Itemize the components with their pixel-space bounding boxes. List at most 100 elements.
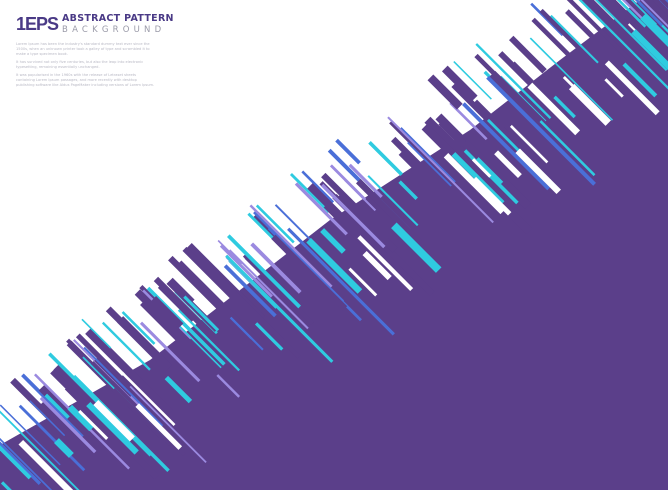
stripe	[78, 409, 109, 440]
stripe	[93, 399, 135, 442]
stripe	[64, 384, 160, 480]
stripe	[436, 125, 464, 153]
stripe	[451, 152, 505, 206]
stripe	[39, 396, 97, 454]
stripe	[151, 295, 184, 329]
stripe	[594, 0, 668, 72]
header-logo: 1EPS ABSTRACT PATTERN BACKGROUND	[16, 13, 174, 36]
stripe	[44, 393, 70, 419]
stripe	[0, 410, 80, 490]
stripe	[515, 148, 561, 195]
stripe	[0, 441, 42, 485]
stripe	[223, 264, 277, 318]
stripe	[18, 439, 74, 490]
stripe	[596, 0, 626, 24]
stripe	[568, 83, 611, 126]
paragraph: Lorem Ipsum has been the industry's stan…	[16, 42, 150, 56]
stripe	[228, 249, 309, 330]
stripe	[83, 346, 164, 427]
stripe	[604, 60, 660, 116]
stripe	[509, 35, 547, 74]
stripe	[320, 228, 346, 254]
stripe	[640, 0, 668, 28]
stripe	[390, 136, 472, 218]
stripe	[81, 318, 112, 349]
stripe	[177, 309, 241, 372]
stripe	[29, 400, 66, 437]
stripe	[494, 150, 522, 179]
stripe	[271, 234, 348, 311]
subtitle: BACKGROUND	[62, 25, 166, 35]
stripe	[355, 178, 423, 245]
stripe	[368, 141, 404, 176]
stripe	[581, 0, 668, 87]
stripe	[182, 246, 274, 338]
stripe	[616, 0, 647, 28]
stripe	[462, 102, 550, 191]
stripe	[549, 14, 599, 65]
stripe	[287, 227, 395, 336]
stripe	[622, 62, 658, 98]
stripe	[367, 175, 419, 227]
stripe	[250, 242, 302, 294]
stripe	[249, 204, 333, 288]
stripe	[475, 43, 552, 119]
stripe	[183, 295, 220, 332]
stripe	[301, 170, 335, 204]
title: ABSTRACT PATTERN	[62, 13, 174, 24]
stripe	[565, 9, 629, 73]
stripe	[254, 322, 284, 351]
stripe	[75, 333, 132, 389]
stripe	[226, 234, 301, 309]
paragraph: It has survived not only five centuries,…	[16, 60, 144, 69]
stripe	[101, 321, 151, 371]
stripe	[472, 176, 512, 216]
stripe	[640, 13, 668, 47]
stripe	[566, 0, 648, 78]
stripe	[168, 255, 233, 321]
stripe	[652, 0, 668, 16]
stripe	[289, 172, 330, 213]
stripe	[21, 373, 85, 438]
stripe	[134, 289, 222, 377]
stripe	[357, 235, 414, 292]
stripe	[294, 182, 348, 236]
stripe	[471, 158, 492, 178]
stripe	[121, 311, 156, 345]
stripe	[391, 222, 442, 273]
stripe	[217, 239, 243, 265]
stripe	[453, 61, 492, 100]
stripe	[441, 65, 478, 102]
stripe	[398, 180, 418, 200]
stripe	[18, 404, 86, 472]
stripe	[306, 237, 363, 294]
stripe	[438, 118, 467, 147]
stripe	[139, 321, 201, 383]
stripe	[38, 384, 104, 450]
stripe	[0, 481, 12, 490]
stripe	[578, 0, 668, 90]
stripe	[621, 0, 668, 47]
stripe	[105, 306, 158, 359]
stripe	[443, 153, 505, 215]
paragraph: It was popularised in the 1960s with the…	[16, 73, 155, 87]
stripe	[67, 404, 94, 432]
stripe	[474, 157, 504, 186]
stripe	[337, 192, 398, 253]
stripe	[539, 8, 634, 103]
stripe	[605, 0, 647, 38]
stripe	[219, 244, 273, 298]
stripe	[335, 138, 361, 165]
stripe	[135, 403, 183, 450]
stripe	[387, 116, 494, 224]
stripe	[539, 120, 596, 177]
stripe	[344, 179, 377, 212]
stripe	[216, 274, 301, 359]
stripe	[0, 437, 53, 490]
stripe	[82, 356, 115, 390]
body-text: Lorem Ipsum has been the industry's stan…	[16, 42, 156, 91]
stripe	[10, 377, 80, 447]
stripe	[348, 267, 378, 297]
stripe	[407, 141, 452, 187]
stripe	[553, 95, 576, 119]
